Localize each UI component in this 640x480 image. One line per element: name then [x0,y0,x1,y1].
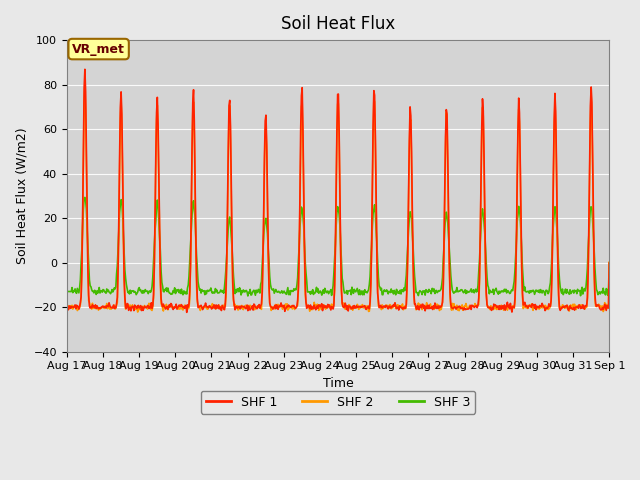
Y-axis label: Soil Heat Flux (W/m2): Soil Heat Flux (W/m2) [15,128,28,264]
Text: VR_met: VR_met [72,43,125,56]
SHF 2 [421,303,429,309]
SHF 1 [63,302,70,308]
SHF 3 [605,260,613,265]
SHF 1 [129,304,137,310]
SHF 2 [214,305,221,311]
X-axis label: Time: Time [323,377,353,390]
SHF 2 [81,82,89,87]
SHF 1 [421,308,429,313]
SHF 1 [81,66,89,72]
SHF 1 [73,302,81,308]
SHF 3 [213,288,221,293]
SHF 3 [406,216,413,221]
SHF 3 [63,288,70,294]
SHF 2 [605,259,613,265]
SHF 1 [214,304,221,310]
SHF 3 [73,290,81,296]
SHF 3 [421,292,429,298]
SHF 2 [73,304,81,310]
SHF 1 [183,310,191,315]
Legend: SHF 1, SHF 2, SHF 3: SHF 1, SHF 2, SHF 3 [201,391,475,414]
SHF 2 [134,309,141,315]
SHF 2 [63,307,70,312]
SHF 2 [129,304,137,310]
SHF 2 [406,147,413,153]
SHF 2 [185,305,193,311]
SHF 1 [406,138,413,144]
Line: SHF 1: SHF 1 [67,69,609,312]
SHF 1 [605,260,613,266]
SHF 1 [185,301,193,307]
Title: Soil Heat Flux: Soil Heat Flux [281,15,395,33]
SHF 3 [129,288,137,294]
SHF 3 [184,282,192,288]
SHF 3 [244,293,252,299]
Line: SHF 2: SHF 2 [67,84,609,312]
Line: SHF 3: SHF 3 [67,197,609,296]
SHF 3 [81,194,89,200]
